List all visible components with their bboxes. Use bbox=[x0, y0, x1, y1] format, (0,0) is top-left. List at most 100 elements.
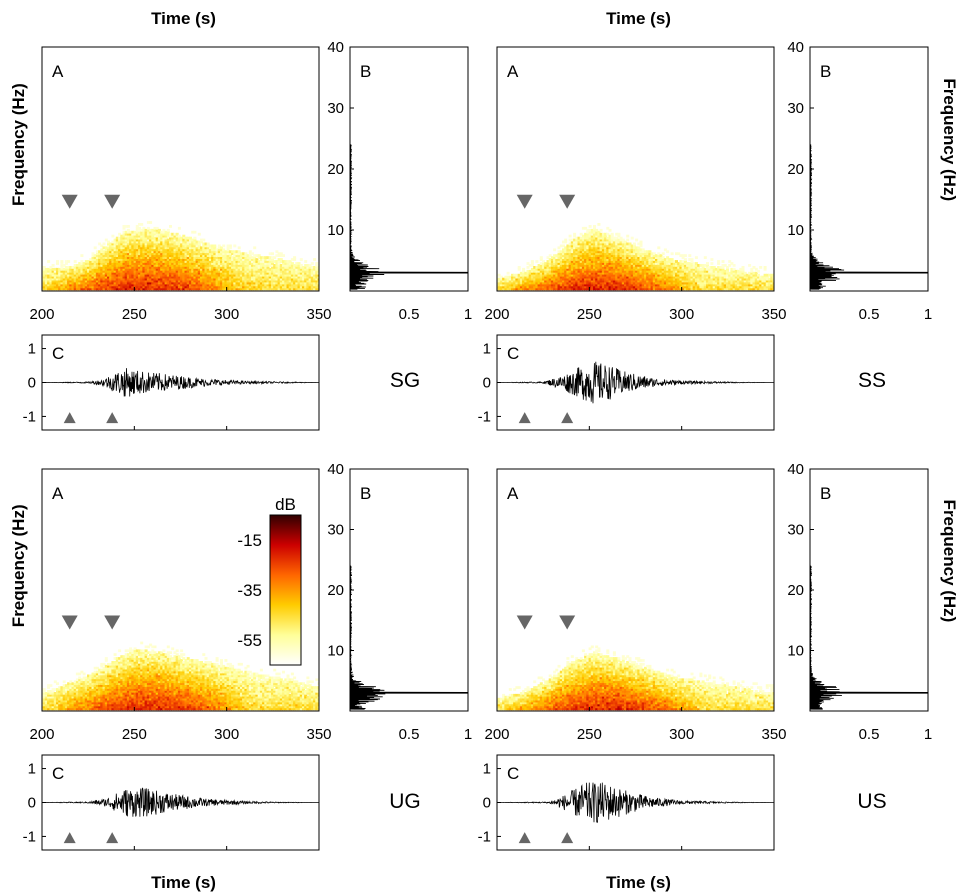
spectrum-trace bbox=[349, 565, 469, 710]
spectrogram-frame bbox=[496, 46, 775, 292]
station-label: SG bbox=[390, 369, 420, 392]
spectrogram-frame bbox=[496, 468, 775, 712]
marker-down-triangle bbox=[104, 194, 121, 209]
colorbar-gradient bbox=[269, 514, 302, 666]
frequency-tick-label: 40 bbox=[787, 39, 804, 56]
panel-label-b: B bbox=[360, 62, 371, 81]
frequency-tick-label: 10 bbox=[327, 222, 344, 239]
waveform-tick-label: 1 bbox=[28, 341, 36, 358]
marker-down-triangle bbox=[516, 615, 533, 630]
time-tick-label: 300 bbox=[214, 306, 239, 323]
spectrogram-image bbox=[497, 223, 774, 291]
time-tick-label: 250 bbox=[577, 726, 602, 743]
time-tick-label: 250 bbox=[122, 306, 147, 323]
spectrogram-frame bbox=[41, 46, 320, 292]
marker-down-triangle bbox=[559, 194, 576, 209]
panel-label-b: B bbox=[820, 484, 831, 503]
spectrogram-frame bbox=[41, 468, 320, 712]
time-tick-label: 250 bbox=[122, 726, 147, 743]
frequency-tick-label: 20 bbox=[327, 161, 344, 178]
marker-up-triangle bbox=[106, 832, 119, 844]
time-tick-label: 200 bbox=[29, 726, 54, 743]
panel-label-a: A bbox=[52, 62, 64, 81]
frequency-tick-label: 20 bbox=[787, 582, 804, 599]
amplitude-tick-label: 1 bbox=[464, 306, 472, 323]
amplitude-tick-label: 0.5 bbox=[399, 726, 420, 743]
marker-up-triangle bbox=[561, 412, 574, 424]
panel-label-b: B bbox=[820, 62, 831, 81]
waveform-tick-label: 0 bbox=[28, 375, 36, 392]
marker-down-triangle bbox=[559, 615, 576, 630]
amplitude-tick-label: 0.5 bbox=[859, 306, 880, 323]
waveform-trace bbox=[42, 368, 319, 397]
station-label: US bbox=[857, 790, 886, 813]
amplitude-tick-label: 1 bbox=[464, 726, 472, 743]
waveform-tick-label: 0 bbox=[28, 795, 36, 812]
frequency-tick-label: 40 bbox=[327, 39, 344, 56]
waveform-tick-label: 1 bbox=[483, 341, 491, 358]
frequency-axis-title: Frequency (Hz) bbox=[9, 504, 28, 627]
spectrogram-image bbox=[497, 645, 774, 711]
panel-label-c: C bbox=[507, 344, 519, 363]
frequency-tick-label: 30 bbox=[327, 522, 344, 539]
frequency-tick-label: 30 bbox=[787, 100, 804, 117]
panel-label-b: B bbox=[360, 484, 371, 503]
time-tick-label: 300 bbox=[669, 306, 694, 323]
colorbar-tick-label: -55 bbox=[237, 631, 262, 650]
marker-up-triangle bbox=[518, 412, 531, 424]
waveform-tick-label: 0 bbox=[483, 375, 491, 392]
frequency-tick-label: 40 bbox=[787, 461, 804, 478]
time-tick-label: 350 bbox=[761, 306, 786, 323]
time-axis-title: Time (s) bbox=[151, 873, 216, 892]
time-tick-label: 200 bbox=[484, 726, 509, 743]
frequency-tick-label: 40 bbox=[327, 461, 344, 478]
spectrum-trace bbox=[809, 144, 929, 290]
spectrum-frame bbox=[349, 468, 469, 712]
time-tick-label: 350 bbox=[306, 726, 331, 743]
frequency-axis-title: Frequency (Hz) bbox=[940, 78, 959, 201]
time-tick-label: 300 bbox=[214, 726, 239, 743]
waveform-tick-label: -1 bbox=[23, 408, 36, 425]
colorbar-label: dB bbox=[275, 495, 296, 514]
time-tick-label: 300 bbox=[669, 726, 694, 743]
spectrogram-image bbox=[42, 641, 319, 711]
time-axis-title: Time (s) bbox=[606, 9, 671, 28]
panel-label-a: A bbox=[507, 62, 519, 81]
amplitude-tick-label: 0.5 bbox=[859, 726, 880, 743]
frequency-axis-title: Frequency (Hz) bbox=[940, 500, 959, 623]
marker-down-triangle bbox=[104, 615, 121, 630]
waveform-trace bbox=[497, 361, 774, 404]
time-tick-label: 200 bbox=[29, 306, 54, 323]
waveform-tick-label: -1 bbox=[478, 408, 491, 425]
marker-up-triangle bbox=[106, 412, 119, 424]
panel-label-c: C bbox=[507, 764, 519, 783]
marker-down-triangle bbox=[516, 194, 533, 209]
waveform-tick-label: -1 bbox=[478, 828, 491, 845]
marker-down-triangle bbox=[61, 615, 78, 630]
waveform-tick-label: 1 bbox=[483, 761, 491, 778]
amplitude-tick-label: 1 bbox=[924, 306, 932, 323]
waveform-tick-label: 1 bbox=[28, 761, 36, 778]
station-label: UG bbox=[389, 790, 421, 813]
panel-label-c: C bbox=[52, 344, 64, 363]
time-tick-label: 200 bbox=[484, 306, 509, 323]
marker-up-triangle bbox=[561, 832, 574, 844]
frequency-tick-label: 20 bbox=[787, 161, 804, 178]
waveform-tick-label: -1 bbox=[23, 828, 36, 845]
frequency-tick-label: 30 bbox=[787, 522, 804, 539]
spectrum-frame bbox=[349, 46, 469, 292]
frequency-tick-label: 10 bbox=[787, 222, 804, 239]
frequency-axis-title: Frequency (Hz) bbox=[9, 83, 28, 206]
panel-label-a: A bbox=[52, 484, 64, 503]
marker-up-triangle bbox=[518, 832, 531, 844]
frequency-tick-label: 30 bbox=[327, 100, 344, 117]
marker-up-triangle bbox=[63, 832, 76, 844]
waveform-trace bbox=[497, 782, 774, 824]
spectrogram-image bbox=[42, 221, 319, 291]
marker-down-triangle bbox=[61, 194, 78, 209]
station-label: SS bbox=[858, 369, 886, 392]
marker-up-triangle bbox=[63, 412, 76, 424]
